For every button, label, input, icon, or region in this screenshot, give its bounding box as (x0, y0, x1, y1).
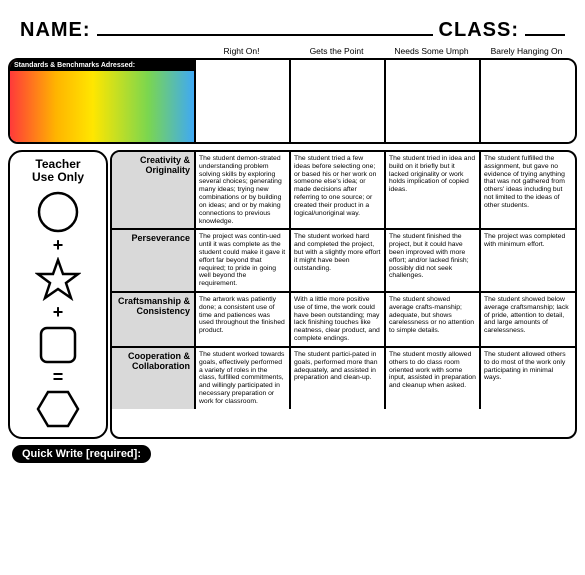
class-label: CLASS: (439, 19, 519, 42)
name-input-line[interactable] (97, 18, 433, 36)
teacher-use-only: Teacher Use Only + + = (8, 150, 108, 439)
circle-icon (36, 190, 80, 234)
standards-cell-2 (289, 60, 384, 142)
col-header-2: Gets the Point (289, 46, 384, 56)
cell-0-0: The student demon-strated understanding … (194, 152, 289, 228)
standards-row: Standards & Benchmarks Adressed: (8, 58, 577, 144)
cell-0-2: The student tried in idea and build on i… (384, 152, 479, 228)
equals-icon: = (53, 372, 64, 383)
row-label-cooperation: Cooperation & Collaboration (112, 348, 194, 409)
rubric-grid: Creativity & Originality The student dem… (110, 150, 577, 439)
quick-write-label: Quick Write [required]: (12, 445, 151, 463)
standards-banner: Standards & Benchmarks Adressed: (10, 60, 194, 142)
cell-3-1: The student partici-pated in goals, perf… (289, 348, 384, 409)
cell-2-1: With a little more positive use of time,… (289, 293, 384, 346)
row-label-craftsmanship: Craftsmanship & Consistency (112, 293, 194, 346)
cell-1-0: The project was contin-ued until it was … (194, 230, 289, 291)
rubric-row-3: Craftsmanship & Consistency The artwork … (112, 291, 575, 346)
star-icon (35, 257, 81, 301)
col-header-4: Barely Hanging On (479, 46, 574, 56)
cell-0-3: The student fulfilled the assignment, bu… (479, 152, 574, 228)
rubric-row-2: Perseverance The project was contin-ued … (112, 228, 575, 291)
standards-cell-3 (384, 60, 479, 142)
rubric-area: Teacher Use Only + + = Creativity & Orig… (8, 150, 577, 439)
col-header-3: Needs Some Umph (384, 46, 479, 56)
cell-3-0: The student worked towards goals, effect… (194, 348, 289, 409)
cell-2-2: The student showed average crafts-manshi… (384, 293, 479, 346)
cell-1-1: The student worked hard and completed th… (289, 230, 384, 291)
cell-3-3: The student allowed others to do most of… (479, 348, 574, 409)
col-header-1: Right On! (194, 46, 289, 56)
square-icon (37, 324, 79, 366)
row-label-creativity: Creativity & Originality (112, 152, 194, 228)
standards-label: Standards & Benchmarks Adressed: (10, 60, 194, 71)
class-input-line[interactable] (525, 18, 565, 36)
cell-3-2: The student mostly allowed others to do … (384, 348, 479, 409)
rubric-row-4: Cooperation & Collaboration The student … (112, 346, 575, 409)
cell-1-2: The student finished the project, but it… (384, 230, 479, 291)
cell-0-1: The student tried a few ideas before sel… (289, 152, 384, 228)
standards-cell-1 (194, 60, 289, 142)
cell-1-3: The project was completed with minimum e… (479, 230, 574, 291)
plus-icon-2: + (53, 307, 64, 318)
cell-2-3: The student showed below average craftsm… (479, 293, 574, 346)
hexagon-icon (36, 389, 80, 429)
standards-cell-4 (479, 60, 574, 142)
row-label-perseverance: Perseverance (112, 230, 194, 291)
rubric-row-1: Creativity & Originality The student dem… (112, 152, 575, 228)
plus-icon-1: + (53, 240, 64, 251)
cell-2-0: The artwork was patiently done; a consis… (194, 293, 289, 346)
teacher-label: Teacher Use Only (32, 158, 84, 184)
column-headers: Right On! Gets the Point Needs Some Umph… (194, 46, 577, 58)
name-label: NAME: (20, 19, 91, 42)
header-row: NAME: CLASS: (0, 0, 585, 46)
